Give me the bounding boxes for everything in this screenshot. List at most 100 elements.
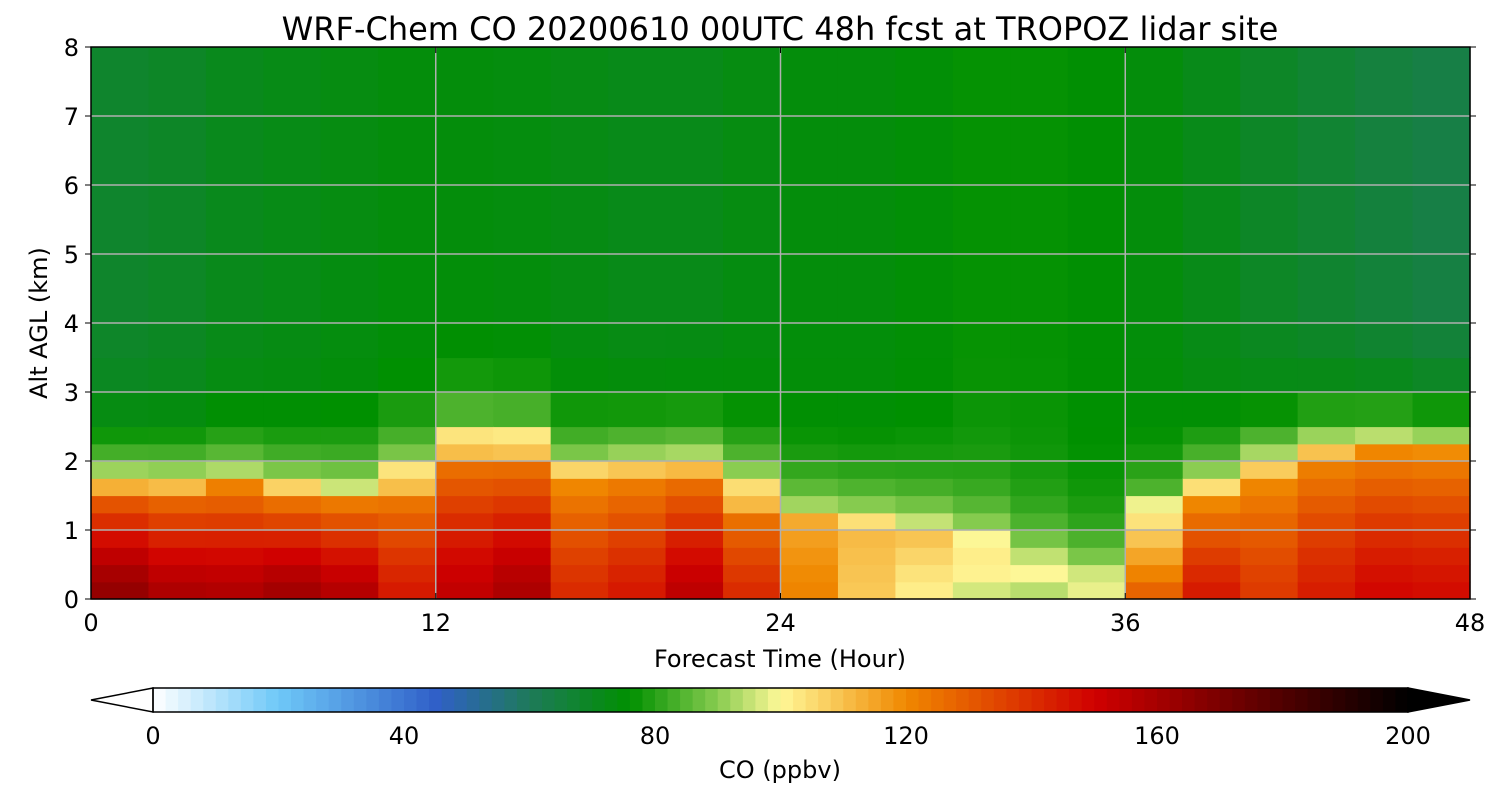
heatmap-cell xyxy=(723,443,782,462)
heatmap-cell xyxy=(723,495,782,514)
x-tick-label: 12 xyxy=(420,609,451,637)
colorbar-bin xyxy=(404,688,418,712)
heatmap-cell xyxy=(91,185,150,255)
heatmap-cell xyxy=(665,512,724,531)
heatmap-cell xyxy=(320,564,379,583)
heatmap-cell xyxy=(608,443,667,462)
heatmap-cell xyxy=(608,116,667,186)
heatmap-cell xyxy=(1297,443,1356,462)
heatmap-cell xyxy=(895,461,954,479)
heatmap-cell xyxy=(608,581,667,600)
heatmap-cell xyxy=(435,495,494,514)
heatmap-cell xyxy=(1297,547,1356,566)
heatmap-cell xyxy=(952,443,1011,462)
colorbar-bin xyxy=(730,688,744,712)
heatmap-cell xyxy=(952,392,1011,428)
colorbar-bin xyxy=(1219,688,1233,712)
heatmap-cell xyxy=(1240,581,1299,600)
heatmap-cell xyxy=(435,47,494,117)
heatmap-cell xyxy=(780,185,839,255)
colorbar-bin xyxy=(303,688,317,712)
colorbar-bin xyxy=(805,688,819,712)
heatmap-cell xyxy=(723,323,782,359)
heatmap-cell xyxy=(1412,495,1471,514)
heatmap-cell xyxy=(780,495,839,514)
heatmap-cell xyxy=(1182,185,1241,255)
heatmap-cell xyxy=(550,116,609,186)
heatmap-cell xyxy=(952,495,1011,514)
heatmap-cell xyxy=(723,426,782,445)
heatmap-cell xyxy=(378,323,437,359)
heatmap-cell xyxy=(378,47,437,117)
y-tick-label: 8 xyxy=(64,34,79,62)
heatmap-cell xyxy=(1412,461,1471,479)
heatmap-cell xyxy=(837,478,897,497)
colorbar-extend-high xyxy=(1407,687,1471,713)
colorbar-bin xyxy=(1295,688,1309,712)
heatmap-cell xyxy=(378,443,437,462)
heatmap-cell xyxy=(1067,254,1126,324)
colorbar-bin xyxy=(479,688,493,712)
colorbar-bin xyxy=(579,688,593,712)
colorbar-bin xyxy=(981,688,995,712)
colorbar-tick-label: 0 xyxy=(145,722,160,750)
heatmap-cell xyxy=(1240,530,1299,548)
colorbar-bin xyxy=(742,688,756,712)
heatmap-cell xyxy=(1355,47,1414,117)
colorbar-bin xyxy=(705,688,719,712)
heatmap-cell xyxy=(263,461,322,479)
colorbar-bin xyxy=(1232,688,1246,712)
heatmap-cell xyxy=(550,495,609,514)
colorbar-bin xyxy=(1018,688,1032,712)
colorbar-bin xyxy=(341,688,355,712)
colorbar-frame xyxy=(152,687,1409,713)
heatmap-cell xyxy=(550,357,609,393)
heatmap-cell xyxy=(1125,443,1184,462)
heatmap-cell xyxy=(550,564,609,583)
colorbar-bin xyxy=(667,688,681,712)
heatmap-cell xyxy=(1010,461,1069,479)
heatmap-cell xyxy=(837,512,897,531)
heatmap-cell xyxy=(1010,116,1069,186)
colorbar-bin xyxy=(906,688,920,712)
heatmap-cell xyxy=(780,357,839,393)
x-tick-label: 24 xyxy=(765,609,796,637)
colorbar-bin xyxy=(1094,688,1108,712)
heatmap-cell xyxy=(1010,478,1069,497)
colorbar-bin xyxy=(1031,688,1045,712)
colorbar-bin xyxy=(215,688,229,712)
colorbar-bin xyxy=(604,688,618,712)
heatmap-cell xyxy=(263,443,322,462)
heatmap-cell xyxy=(205,547,264,566)
colorbar-bin xyxy=(504,688,518,712)
colorbar-bin xyxy=(366,688,380,712)
heatmap-cell xyxy=(665,564,724,583)
heatmap-cells xyxy=(91,47,1471,600)
heatmap-cell xyxy=(952,581,1011,600)
colorbar-bin xyxy=(1244,688,1258,712)
heatmap-cell xyxy=(723,185,782,255)
heatmap-cell xyxy=(148,392,207,428)
colorbar-bin xyxy=(491,688,505,712)
heatmap-cell xyxy=(665,547,724,566)
heatmap-cell xyxy=(837,443,897,462)
heatmap-cell xyxy=(1067,443,1126,462)
heatmap-cell xyxy=(263,185,322,255)
heatmap-cell xyxy=(148,461,207,479)
heatmap-cell xyxy=(952,478,1011,497)
heatmap-cell xyxy=(91,116,150,186)
heatmap-cell xyxy=(1125,47,1184,117)
heatmap-cell xyxy=(493,443,552,462)
heatmap-cell xyxy=(205,254,264,324)
heatmap-cell xyxy=(378,478,437,497)
heatmap-cell xyxy=(378,392,437,428)
heatmap-cell xyxy=(952,357,1011,393)
heatmap-cell xyxy=(952,47,1011,117)
heatmap-cell xyxy=(493,581,552,600)
heatmap-cell xyxy=(1125,530,1184,548)
colorbar-bin xyxy=(918,688,932,712)
heatmap-cell xyxy=(665,254,724,324)
heatmap-cell xyxy=(780,116,839,186)
heatmap-cell xyxy=(952,512,1011,531)
heatmap-cell xyxy=(263,116,322,186)
